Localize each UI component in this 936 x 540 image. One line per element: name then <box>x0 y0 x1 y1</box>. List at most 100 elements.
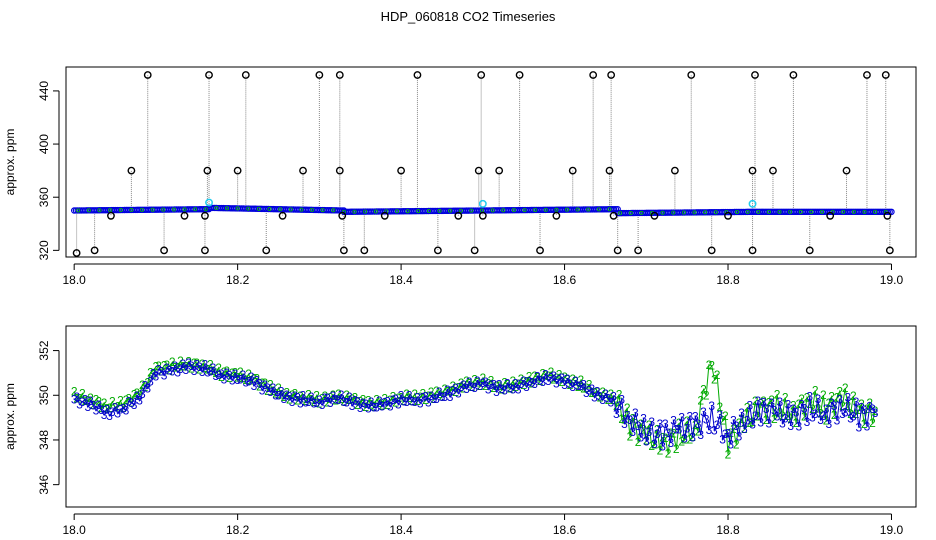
data-point-green <box>766 209 771 214</box>
outlier-point <box>470 246 479 255</box>
data-point-green <box>310 207 315 212</box>
figure-title: HDP_060818 CO2 Timeseries <box>381 9 556 24</box>
data-point-label: 3 <box>842 405 849 419</box>
data-point-green <box>511 208 516 213</box>
data-point-label: 2 <box>869 416 876 430</box>
data-point-label: 3 <box>455 387 462 401</box>
outlier-point <box>413 71 422 79</box>
data-point-label: 2 <box>278 387 285 401</box>
x-axis: 18.0 18.2 18.4 18.6 18.8 19.0 <box>62 513 903 537</box>
data-point-green <box>820 209 825 214</box>
outlier-point <box>724 211 732 220</box>
data-point-label: 2 <box>196 362 203 376</box>
cyan-point <box>205 198 213 207</box>
data-point-label: 2 <box>703 389 710 403</box>
data-point-label: 2 <box>793 416 800 430</box>
data-point-label: 3 <box>120 401 127 415</box>
data-point-label: 3 <box>839 407 846 421</box>
data-point-green <box>171 207 176 212</box>
data-point-green <box>756 209 761 214</box>
data-point-label: 2 <box>823 414 830 428</box>
data-point-label: 2 <box>466 376 473 390</box>
data-point-label: 2 <box>760 394 767 408</box>
y-tick-label: 350 <box>37 385 51 405</box>
data-point-label: 2 <box>657 444 664 458</box>
outlier-point <box>842 166 851 175</box>
data-point-label: 2 <box>199 357 206 371</box>
data-point-label: 3 <box>76 398 83 412</box>
data-point-label: 3 <box>774 409 781 423</box>
outlier-point <box>315 71 324 79</box>
data-point-label: 2 <box>725 447 732 461</box>
data-point-label: 3 <box>196 360 203 374</box>
data-point-label: 3 <box>346 390 353 404</box>
data-point-label: 3 <box>292 389 299 403</box>
data-point-label: 2 <box>305 387 312 401</box>
data-point-label: 3 <box>815 392 822 406</box>
data-point-label: 2 <box>251 371 258 385</box>
outlier-point <box>552 211 561 220</box>
data-point-green <box>395 209 400 214</box>
data-point-label: 2 <box>678 434 685 448</box>
data-point-label: 2 <box>193 356 200 370</box>
data-point-label: 3 <box>365 402 372 416</box>
data-point-label: 3 <box>450 384 457 398</box>
outlier-point <box>72 249 81 257</box>
y-axis: 346 348 350 352 approx. ppm <box>3 340 60 495</box>
data-point-label: 2 <box>687 432 694 446</box>
data-point-label: 3 <box>420 390 427 404</box>
data-point-label: 2 <box>354 398 361 412</box>
data-point-label: 3 <box>553 376 560 390</box>
data-point-label: 3 <box>305 395 312 409</box>
data-point-label: 2 <box>588 386 595 400</box>
data-point-label: 3 <box>430 392 437 406</box>
data-point-green <box>862 209 867 214</box>
data-point-label: 3 <box>463 382 470 396</box>
data-point-label: 3 <box>790 402 797 416</box>
outlier-point <box>380 211 389 220</box>
data-point-label: 2 <box>616 387 623 401</box>
data-point-label: 3 <box>714 418 721 432</box>
data-point-label: 3 <box>302 395 309 409</box>
data-point-label: 3 <box>670 414 677 428</box>
data-point-label: 3 <box>855 421 862 435</box>
data-point-label: 2 <box>782 391 789 405</box>
data-point-green <box>841 209 846 214</box>
data-point-label: 3 <box>793 406 800 420</box>
data-point-label: 3 <box>687 409 694 423</box>
data-point-label: 2 <box>71 384 78 398</box>
data-point-label: 3 <box>482 375 489 389</box>
data-point-label: 2 <box>371 400 378 414</box>
data-point-label: 2 <box>798 392 805 406</box>
data-point-label: 2 <box>597 391 604 405</box>
data-point-label: 2 <box>667 426 674 440</box>
data-point-label: 2 <box>858 397 865 411</box>
data-point-label: 2 <box>787 412 794 426</box>
x-axis: 18.0 18.2 18.4 18.6 18.8 19.0 <box>62 263 903 287</box>
data-point-label: 3 <box>539 375 546 389</box>
data-point-label: 3 <box>667 436 674 450</box>
data-point-label: 2 <box>790 398 797 412</box>
data-point-label: 2 <box>665 447 672 461</box>
data-point-label: 3 <box>163 361 170 375</box>
data-point-label: 3 <box>823 402 830 416</box>
data-point-label: 3 <box>509 382 516 396</box>
data-point-label: 3 <box>153 370 160 384</box>
data-point-green <box>628 211 633 216</box>
data-point-label: 3 <box>395 398 402 412</box>
data-point-label: 3 <box>147 375 154 389</box>
data-point-label: 3 <box>324 391 331 405</box>
data-point-green <box>331 208 336 213</box>
data-point-label: 3 <box>681 431 688 445</box>
data-point-label: 3 <box>384 394 391 408</box>
data-point-label: 2 <box>553 371 560 385</box>
data-point-green <box>777 209 782 214</box>
data-point-label: 2 <box>373 392 380 406</box>
data-point-label: 3 <box>335 393 342 407</box>
data-point-label: 3 <box>711 423 718 437</box>
y-tick-label: 348 <box>37 430 51 450</box>
data-point-label: 3 <box>861 403 868 417</box>
data-point-label: 3 <box>351 394 358 408</box>
data-point-label: 2 <box>526 370 533 384</box>
data-point-green <box>267 207 272 212</box>
